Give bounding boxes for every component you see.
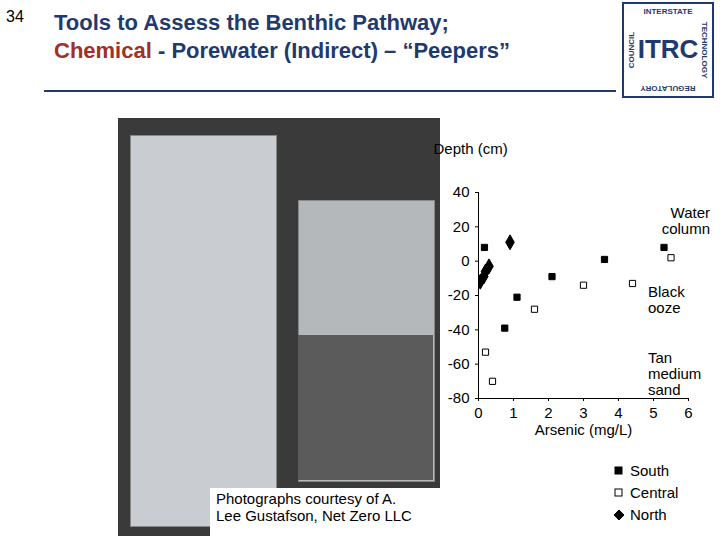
svg-text:0: 0	[474, 404, 482, 421]
html-text:Tan medium sand: Tan medium sand	[648, 349, 702, 398]
html-text:Black ooze: Black ooze	[648, 283, 685, 316]
svg-text:3: 3	[579, 404, 587, 421]
svg-text:Depth (cm): Depth (cm)	[434, 140, 508, 157]
svg-text:TECHNOLOGY: TECHNOLOGY	[700, 22, 709, 79]
svg-text:20: 20	[453, 218, 470, 235]
svg-text:INTERSTATE: INTERSTATE	[643, 7, 693, 16]
svg-text:2: 2	[544, 404, 552, 421]
svg-text:ITRC: ITRC	[638, 34, 699, 64]
html-text:South: South	[630, 462, 670, 479]
html-text:Lee Gustafson, Net Zero LLC: Lee Gustafson, Net Zero LLC	[216, 507, 412, 524]
svg-text:1: 1	[509, 404, 517, 421]
svg-text:COUNCIL: COUNCIL	[627, 32, 636, 69]
svg-text:REGULATORY: REGULATORY	[640, 84, 696, 93]
svg-text:-40: -40	[448, 321, 470, 338]
html-text:Chemical - Porewater (Indirect: Chemical - Porewater (Indirect) – “Peepe…	[54, 38, 511, 63]
svg-text:5: 5	[649, 404, 657, 421]
html-text:Water column: Water column	[661, 204, 710, 237]
svg-text:-80: -80	[448, 389, 470, 406]
svg-text:6: 6	[684, 404, 692, 421]
html-text:Central: Central	[630, 484, 679, 501]
html-text:North: North	[630, 506, 667, 523]
svg-text:40: 40	[453, 183, 470, 200]
svg-text:-60: -60	[448, 355, 470, 372]
html-text:34: 34	[6, 8, 24, 25]
html-text:Tools to Assess the Benthic Pa: Tools to Assess the Benthic Pathway;	[54, 10, 449, 35]
html-text:Photographs courtesy of A.: Photographs courtesy of A.	[216, 490, 397, 507]
svg-text:0: 0	[461, 252, 469, 269]
svg-text:Arsenic (mg/L): Arsenic (mg/L)	[535, 421, 633, 438]
svg-text:4: 4	[614, 404, 622, 421]
svg-text:-20: -20	[448, 286, 470, 303]
